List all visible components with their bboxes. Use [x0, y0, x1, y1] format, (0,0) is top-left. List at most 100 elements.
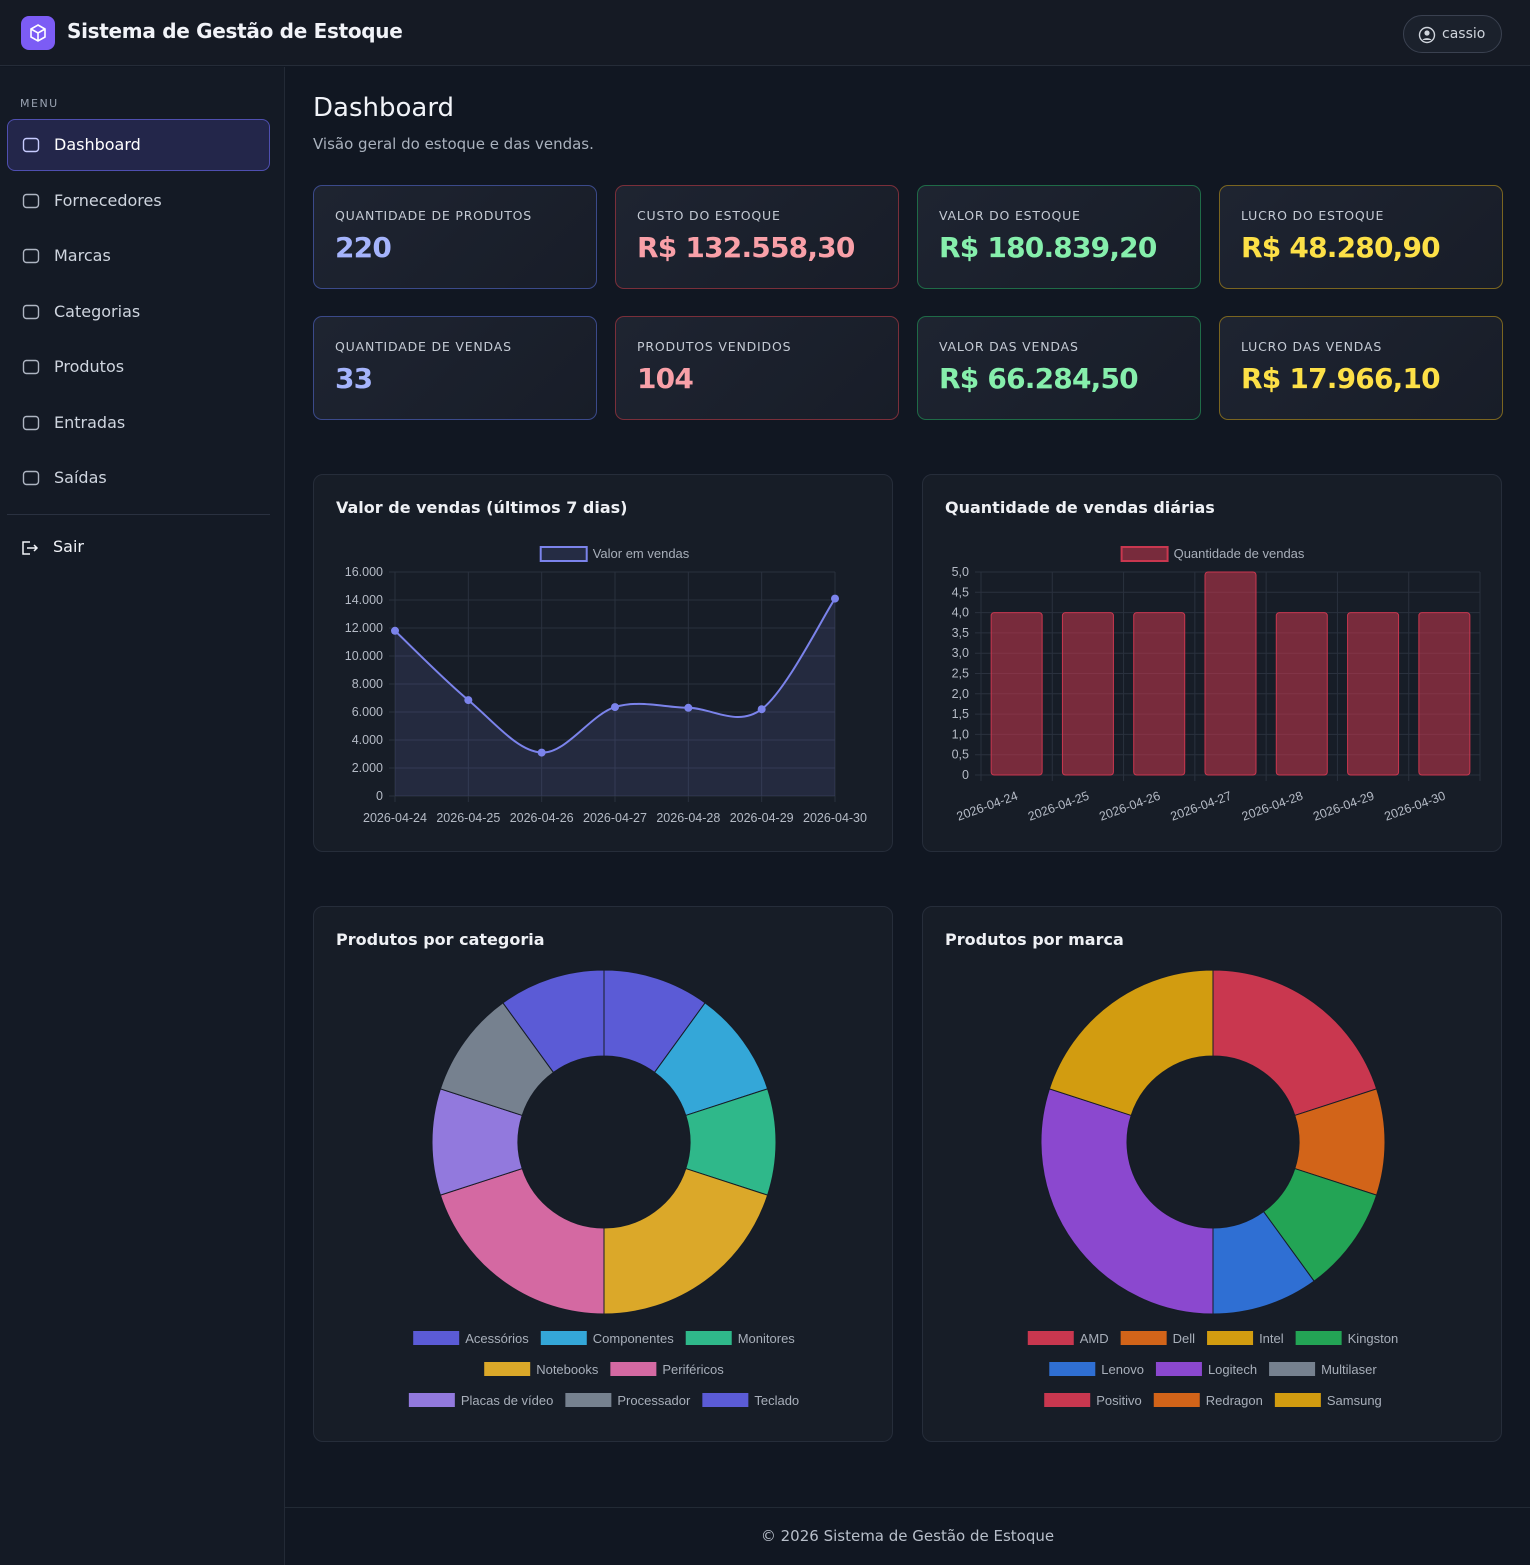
legend-label: Periféricos [662, 1362, 724, 1377]
y-tick-label: 3,0 [952, 646, 969, 660]
legend-swatch [1120, 546, 1169, 562]
chart-title: Produtos por categoria [336, 930, 545, 949]
nav-item[interactable]: Entradas [7, 397, 270, 449]
slice [439, 1167, 605, 1315]
y-tick-label: 1,0 [952, 727, 969, 741]
stat-value: R$ 132.558,30 [637, 231, 855, 264]
y-tick-label: 12.000 [345, 621, 383, 635]
legend-swatch [1049, 1362, 1096, 1376]
stat-label: LUCRO DAS VENDAS [1241, 339, 1383, 354]
y-tick-label: 16.000 [345, 565, 383, 579]
logo [21, 16, 55, 50]
page-title: Dashboard [313, 93, 455, 123]
legend-row: Lenovo Logitech Multilaser [1049, 1362, 1377, 1377]
nav-item[interactable]: Fornecedores [7, 175, 270, 227]
nav-item[interactable]: Dashboard [7, 119, 270, 171]
x-tick-label: 2026-04-27 [583, 811, 647, 825]
legend: Valor em vendas [539, 546, 690, 562]
x-tick-label: 2026-04-24 [363, 811, 427, 825]
legend-swatch [484, 1362, 531, 1376]
nav-icon [22, 304, 40, 319]
bar [1204, 571, 1257, 776]
nav-item[interactable]: Categorias [7, 286, 270, 338]
x-tick-label: 2026-04-30 [803, 811, 867, 825]
stat-value: R$ 17.966,10 [1241, 362, 1441, 395]
stat-card: PRODUTOS VENDIDOS 104 [615, 316, 899, 420]
nav-label: Dashboard [54, 135, 141, 154]
chart: Produtos por marca AMD Dell Intel Kingston Le… [945, 930, 1399, 1408]
icon-shape [22, 193, 40, 208]
stat-value: 220 [335, 231, 392, 264]
legend-swatch [1207, 1331, 1254, 1345]
nav-icon [22, 359, 40, 375]
chart-panel: Produtos por categoria Acessórios Componen… [313, 906, 893, 1442]
legend-label: Quantidade de vendas [1174, 546, 1305, 561]
point [464, 696, 473, 705]
x-tick-label: 2026-04-29 [730, 811, 794, 825]
x-tick-label: 2026-04-28 [1240, 789, 1305, 824]
menu-label: MENU [20, 97, 59, 110]
nav-label: Marcas [54, 246, 111, 265]
legend-swatch [565, 1393, 612, 1407]
chart-title: Valor de vendas (últimos 7 dias) [336, 498, 627, 517]
slice [1212, 969, 1378, 1117]
y-tick-label: 4,0 [952, 606, 969, 620]
stat-value: 104 [637, 362, 694, 395]
icon-shape [22, 415, 40, 430]
legend-label: Monitores [738, 1331, 796, 1346]
nav-icon [22, 193, 40, 208]
y-tick-label: 0 [376, 789, 383, 803]
legend-swatch [1153, 1393, 1200, 1407]
nav-icon [22, 248, 40, 264]
legend-swatch [685, 1331, 732, 1345]
slice [502, 969, 605, 1074]
nav-item[interactable]: Saídas [7, 452, 270, 504]
area [395, 598, 835, 796]
x-tick-label: 2026-04-29 [1311, 789, 1376, 824]
x-tick-label: 2026-04-27 [1169, 789, 1234, 824]
legend-label: Placas de vídeo [461, 1393, 554, 1408]
legend-label: Acessórios [465, 1331, 529, 1346]
legend-swatch [408, 1393, 455, 1407]
y-tick-label: 2,0 [952, 687, 969, 701]
logout[interactable]: Sair [7, 533, 270, 563]
icon-shape [22, 248, 40, 264]
user-menu[interactable]: cassio [1403, 15, 1502, 53]
stat-label: VALOR DAS VENDAS [939, 339, 1079, 354]
point [831, 594, 839, 603]
y-tick-label: 6.000 [352, 705, 383, 719]
x-tick-label: 2026-04-26 [1097, 789, 1162, 824]
top-bar: Sistema de Gestão de Estoque cassio [0, 0, 1530, 66]
icon-shape [22, 359, 40, 375]
legend: Quantidade de vendas [1120, 546, 1305, 562]
y-tick-label: 1,5 [952, 707, 969, 721]
legend-row: AMD Dell Intel Kingston [1027, 1331, 1399, 1346]
nav-icon [22, 137, 40, 153]
legend-row: Notebooks Periféricos [484, 1362, 724, 1377]
nav-item[interactable]: Produtos [7, 341, 270, 393]
app-title: Sistema de Gestão de Estoque [67, 19, 403, 43]
nav-item[interactable]: Marcas [7, 230, 270, 282]
icon-shape [22, 470, 40, 486]
y-tick-label: 4.000 [352, 733, 383, 747]
legend-label: AMD [1080, 1331, 1109, 1346]
stat-card: LUCRO DAS VENDAS R$ 17.966,10 [1219, 316, 1503, 420]
bar [1133, 612, 1186, 776]
legend-label: Kingston [1348, 1331, 1399, 1346]
legend-swatch [1269, 1362, 1316, 1376]
stat-label: LUCRO DO ESTOQUE [1241, 208, 1385, 223]
chart-panel: Valor de vendas (últimos 7 dias) 0 2.000 4.… [313, 474, 893, 852]
stat-card: QUANTIDADE DE VENDAS 33 [313, 316, 597, 420]
bar [1275, 612, 1328, 776]
y-tick-label: 8.000 [352, 677, 383, 691]
x-tick-label: 2026-04-26 [510, 811, 574, 825]
stat-card: VALOR DAS VENDAS R$ 66.284,50 [917, 316, 1201, 420]
nav-label: Entradas [54, 412, 126, 432]
x-tick-label: 2026-04-25 [436, 811, 500, 825]
legend-swatch [1027, 1331, 1074, 1345]
nav-label: Produtos [54, 357, 125, 376]
x-tick-label: 2026-04-28 [656, 811, 720, 825]
y-tick-label: 10.000 [345, 649, 383, 663]
legend-label: Valor em vendas [593, 546, 690, 561]
